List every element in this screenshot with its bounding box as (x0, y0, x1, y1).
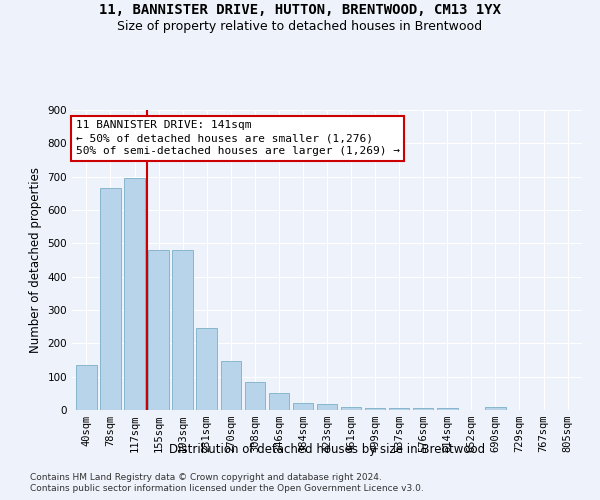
Bar (269, 394, 289, 410)
Text: Distribution of detached houses by size in Brentwood: Distribution of detached houses by size … (169, 442, 485, 456)
Bar (172, 250, 193, 410)
Text: Size of property relative to detached houses in Brentwood: Size of property relative to detached ho… (118, 20, 482, 33)
Bar (148, 250, 169, 410)
Y-axis label: Number of detached properties: Number of detached properties (29, 167, 42, 353)
Bar (341, 406, 361, 410)
Bar (245, 382, 265, 410)
Text: 11, BANNISTER DRIVE, HUTTON, BRENTWOOD, CM13 1YX: 11, BANNISTER DRIVE, HUTTON, BRENTWOOD, … (99, 2, 501, 16)
Bar (413, 408, 433, 410)
Bar (437, 408, 458, 410)
Bar (293, 402, 313, 410)
Bar (485, 408, 506, 410)
Text: 11 BANNISTER DRIVE: 141sqm
← 50% of detached houses are smaller (1,276)
50% of s: 11 BANNISTER DRIVE: 141sqm ← 50% of deta… (76, 120, 400, 156)
Bar (365, 408, 385, 410)
Bar (196, 328, 217, 410)
Bar (76, 365, 97, 410)
Bar (389, 408, 409, 410)
Bar (317, 404, 337, 410)
Bar (100, 188, 121, 410)
Text: Contains public sector information licensed under the Open Government Licence v3: Contains public sector information licen… (30, 484, 424, 493)
Text: Contains HM Land Registry data © Crown copyright and database right 2024.: Contains HM Land Registry data © Crown c… (30, 472, 382, 482)
Bar (124, 178, 145, 410)
Bar (221, 360, 241, 410)
